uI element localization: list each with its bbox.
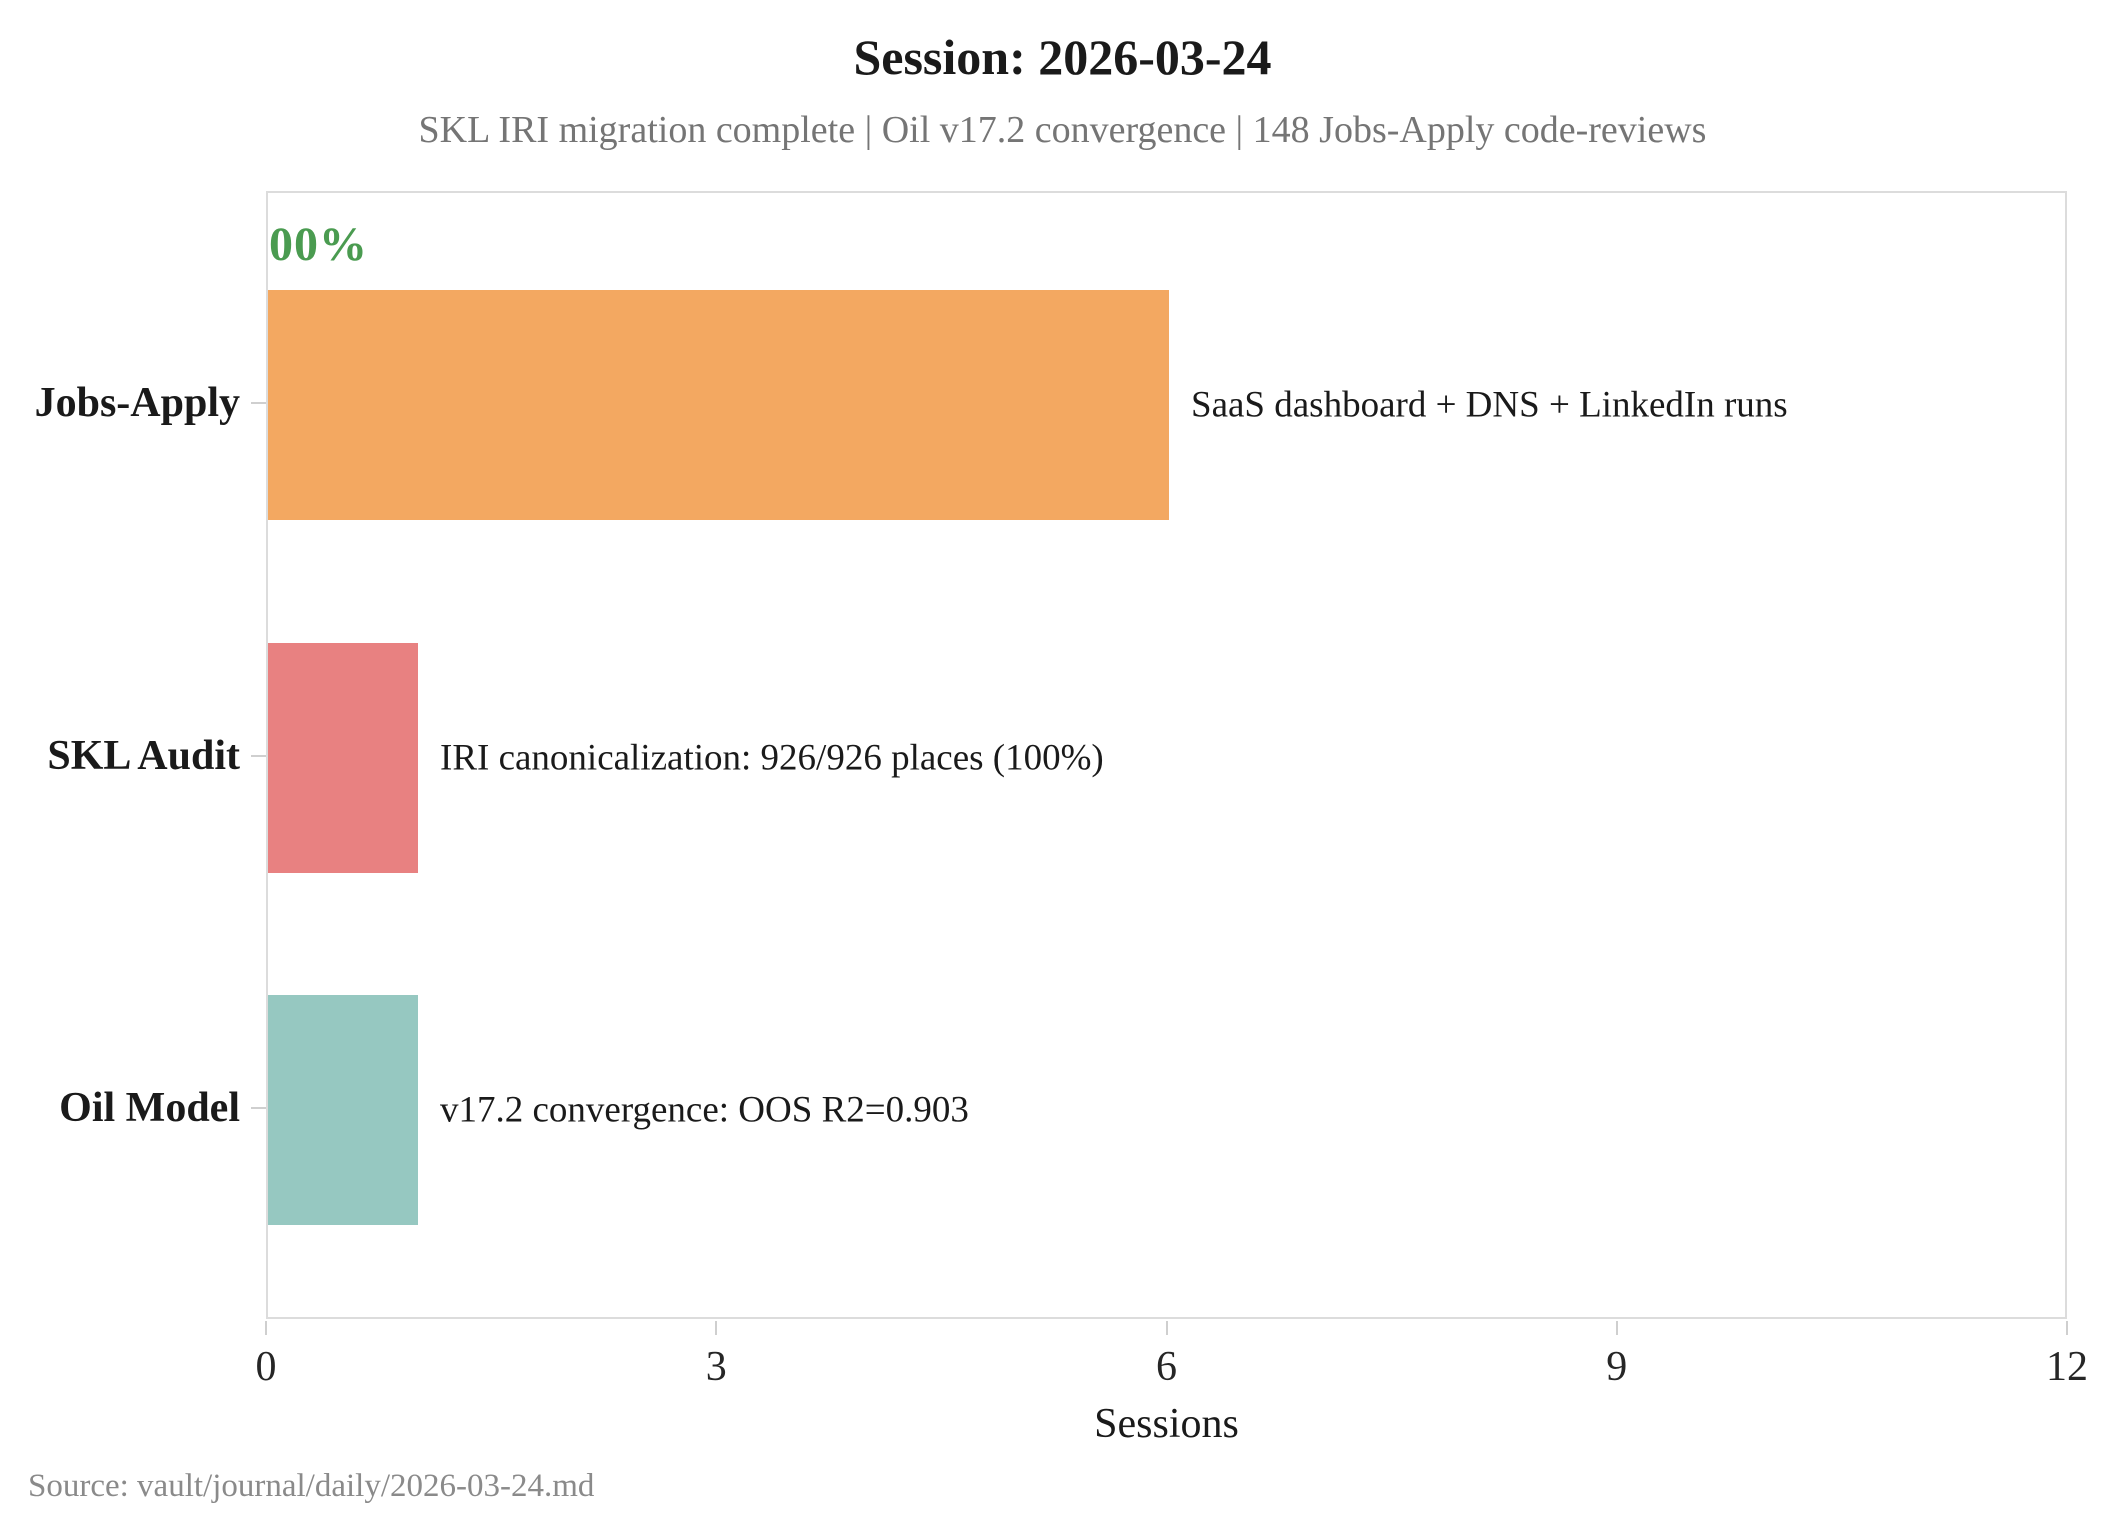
- clipped-percent-annotation: 00%: [269, 218, 368, 271]
- plot-area: 00% SaaS dashboard + DNS + LinkedIn runs…: [266, 191, 2067, 1319]
- source-note: Source: vault/journal/daily/2026-03-24.m…: [28, 1468, 595, 1504]
- bar-annotation: SaaS dashboard + DNS + LinkedIn runs: [1191, 384, 1788, 426]
- x-tick-label: 12: [2046, 1344, 2088, 1390]
- x-tick-label: 0: [255, 1344, 277, 1390]
- bar-oil-model: [268, 995, 418, 1225]
- bar-annotation: v17.2 convergence: OOS R2=0.903: [440, 1089, 969, 1131]
- x-tick-mark: [1615, 1321, 1618, 1335]
- bar-annotation: IRI canonicalization: 926/926 places (10…: [440, 737, 1104, 779]
- y-tick-mark: [251, 755, 266, 757]
- x-axis-label: Sessions: [1094, 1401, 1239, 1447]
- x-tick-label: 9: [1606, 1344, 1628, 1390]
- x-tick-mark: [265, 1321, 267, 1335]
- chart-subtitle: SKL IRI migration complete | Oil v17.2 c…: [418, 109, 1707, 151]
- y-category-label: SKL Audit: [47, 733, 240, 779]
- chart-title: Session: 2026-03-24: [853, 29, 1272, 85]
- y-category-label: Jobs-Apply: [34, 380, 240, 426]
- x-tick-mark: [1165, 1321, 1168, 1335]
- x-tick-mark: [715, 1321, 718, 1335]
- y-category-label: Oil Model: [59, 1085, 240, 1131]
- x-tick-label: 6: [1156, 1344, 1177, 1390]
- x-tick-mark: [2066, 1321, 2068, 1335]
- bar-jobs-apply: [268, 290, 1169, 520]
- y-tick-mark: [251, 402, 266, 404]
- bar-skl-audit: [268, 643, 418, 873]
- y-tick-mark: [251, 1107, 266, 1109]
- x-tick-label: 3: [705, 1344, 727, 1390]
